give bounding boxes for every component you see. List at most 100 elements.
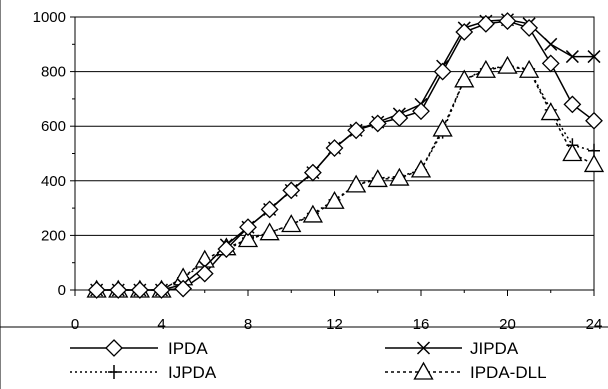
plus-marker	[108, 365, 120, 379]
data-point-ipda-dll	[410, 159, 432, 178]
data-point-ipda-dll	[346, 174, 367, 193]
diamond-marker	[368, 114, 387, 133]
diamond-marker	[130, 281, 149, 299]
data-point-ipda-dll	[562, 143, 583, 162]
data-point-ipda-dll	[475, 59, 496, 78]
triangle-marker	[410, 159, 432, 178]
x-marker	[565, 50, 579, 64]
data-point-ipda	[239, 218, 257, 237]
triangle-marker	[475, 59, 496, 78]
data-point-ipda	[130, 281, 149, 299]
legend-item-ipda: IPDA	[70, 339, 208, 358]
triangle-marker	[497, 55, 518, 74]
data-point-ipda-dll	[540, 102, 561, 121]
data-point-ipda	[195, 264, 214, 283]
triangle-marker	[259, 222, 280, 241]
x-marker	[416, 341, 431, 355]
y-tick-label: 0	[58, 282, 66, 299]
diamond-marker	[433, 62, 452, 81]
data-point-ipda-dll	[324, 190, 345, 209]
triangle-marker	[413, 361, 434, 380]
x-marker	[587, 50, 601, 64]
diamond-marker	[455, 23, 474, 41]
triangle-marker	[519, 59, 540, 78]
data-point-ipda	[109, 281, 128, 299]
data-point-ipda-dll	[432, 118, 453, 137]
diamond-marker	[239, 218, 257, 237]
diamond-marker	[217, 240, 236, 258]
data-point-ipda	[412, 102, 430, 121]
diamond-marker	[282, 181, 301, 200]
data-point-ipda	[368, 114, 387, 133]
x-tick-label: 16	[413, 316, 430, 333]
x-tick-label: 20	[499, 316, 516, 333]
legend-item-ijpda: IJPDA	[70, 363, 217, 382]
data-point-ipda	[347, 121, 366, 140]
data-point-ipda	[87, 281, 106, 299]
data-point-ipda-dll	[497, 55, 518, 74]
data-point-ipda	[390, 109, 409, 127]
diamond-marker	[347, 121, 366, 140]
data-point-jipda	[565, 50, 579, 64]
legend-label: IPDA	[168, 339, 208, 358]
data-point-ipda	[174, 279, 193, 298]
diamond-marker	[541, 54, 560, 73]
legend-item-jipda: JIPDA	[385, 339, 519, 358]
diamond-marker	[412, 102, 430, 121]
diamond-marker	[152, 281, 171, 299]
x-tick-label: 0	[71, 316, 79, 333]
legend-marker	[105, 339, 123, 357]
x-tick-label: 24	[586, 316, 603, 333]
diamond-marker	[303, 163, 322, 182]
diamond-marker	[476, 14, 495, 33]
diamond-marker	[105, 339, 123, 357]
data-point-ipda	[217, 240, 236, 258]
triangle-marker	[367, 169, 388, 188]
triangle-marker	[346, 174, 367, 193]
data-point-ipda	[498, 12, 517, 31]
data-point-jipda	[544, 37, 558, 51]
data-point-ipda	[282, 181, 301, 200]
diamond-marker	[325, 139, 344, 157]
data-point-ipda	[541, 54, 560, 73]
triangle-marker	[583, 154, 605, 173]
data-point-ipda	[260, 200, 279, 219]
diamond-marker	[498, 12, 517, 31]
data-point-ipda-dll	[367, 169, 388, 188]
legend-label: IPDA-DLL	[470, 363, 547, 382]
diamond-marker	[563, 95, 582, 114]
data-point-ipda	[303, 163, 322, 182]
triangle-marker	[281, 214, 302, 233]
triangle-marker	[389, 167, 410, 186]
data-point-ipda	[325, 139, 344, 157]
diamond-marker	[260, 200, 279, 219]
diamond-marker	[87, 281, 106, 299]
data-point-jipda	[587, 50, 601, 64]
legend-label: IJPDA	[168, 363, 217, 382]
data-point-ipda-dll	[237, 229, 259, 248]
x-tick-label: 4	[157, 316, 165, 333]
triangle-marker	[540, 102, 561, 121]
legend: IPDA JIPDA IJPDA IPDA-DLL	[70, 339, 547, 382]
x-tick-label: 12	[326, 316, 343, 333]
y-tick-label: 400	[41, 173, 66, 190]
x-tick-label: 8	[244, 316, 252, 333]
data-point-ipda	[563, 95, 582, 114]
diamond-marker	[585, 111, 603, 130]
diamond-marker	[174, 279, 193, 298]
x-marker	[544, 37, 558, 51]
data-point-ipda-dll	[259, 222, 280, 241]
data-point-ipda-dll	[519, 59, 540, 78]
data-point-ipda-dll	[583, 154, 605, 173]
data-point-ipda	[476, 14, 495, 33]
legend-item-ipda-dll: IPDA-DLL	[385, 361, 547, 382]
data-point-ipda	[520, 19, 539, 37]
data-point-ipda	[152, 281, 171, 299]
y-tick-label: 200	[41, 227, 66, 244]
data-point-ipda	[455, 23, 474, 41]
legend-marker	[416, 341, 431, 355]
triangle-marker	[324, 190, 345, 209]
